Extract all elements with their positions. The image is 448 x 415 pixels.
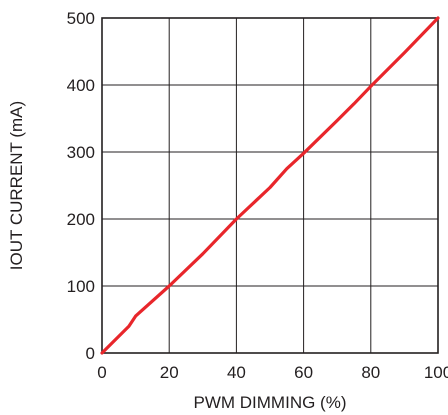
y-tick-label: 100 [67, 277, 95, 296]
x-tick-label: 60 [294, 363, 313, 382]
x-tick-label: 0 [97, 363, 106, 382]
x-tick-label: 100 [424, 363, 448, 382]
x-tick-label: 40 [227, 363, 246, 382]
plot-frame [101, 17, 439, 354]
y-tick-label: 200 [67, 210, 95, 229]
series-layer [100, 16, 440, 355]
x-tick-labels: 0 20 40 60 80 100 [97, 363, 448, 382]
y-tick-label: 300 [67, 143, 95, 162]
x-axis-title: PWM DIMMING (%) [194, 393, 347, 412]
y-axis-title: IOUT CURRENT (mA) [7, 101, 26, 270]
y-tick-label: 500 [67, 9, 95, 28]
y-tick-label: 0 [86, 344, 95, 363]
y-tick-labels: 0 100 200 300 400 500 [67, 9, 95, 363]
x-tick-label: 20 [160, 363, 179, 382]
series-line-0 [100, 16, 440, 355]
x-tick-label: 80 [361, 363, 380, 382]
y-tick-label: 400 [67, 76, 95, 95]
